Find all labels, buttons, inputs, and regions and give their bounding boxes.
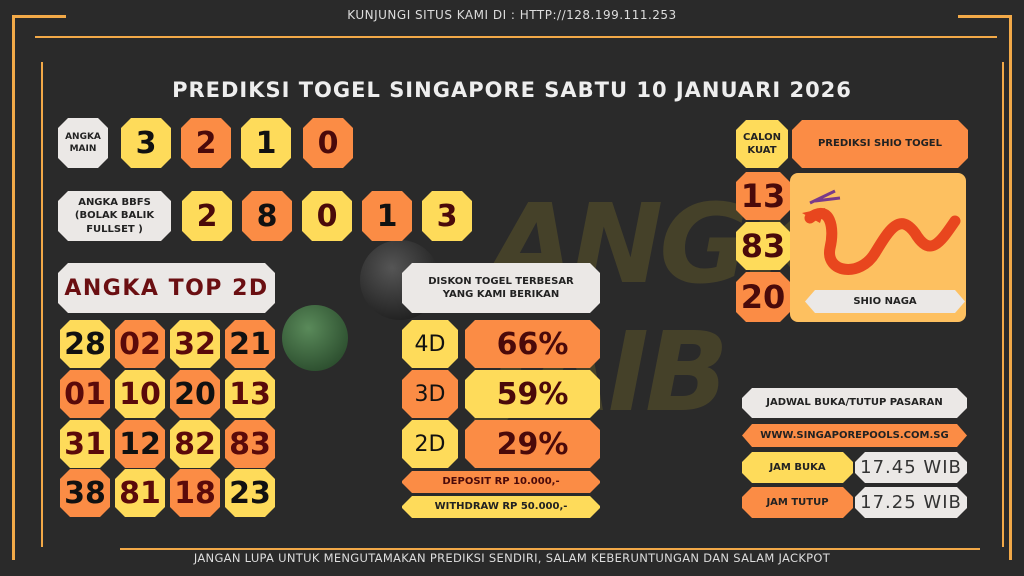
top2d-number: 13 (225, 370, 275, 418)
angka-main-label: ANGKA MAIN (58, 118, 108, 168)
website-link[interactable]: WWW.SINGAPOREPOOLS.COM.SG (742, 424, 967, 447)
deposit-info: DEPOSIT RP 10.000,- (402, 471, 600, 493)
shio-number: 20 (736, 272, 790, 322)
top2d-label: ANGKA TOP 2D (58, 263, 275, 313)
bbfs-digit: 2 (182, 191, 232, 241)
angka-main-digit: 2 (181, 118, 231, 168)
frame-line (12, 15, 15, 560)
jam-buka-label: JAM BUKA (742, 452, 853, 483)
angka-main-digit: 1 (241, 118, 291, 168)
top2d-number: 20 (170, 370, 220, 418)
diskon-label: DISKON TOGEL TERBESAR YANG KAMI BERIKAN (402, 263, 600, 313)
top2d-number: 83 (225, 420, 275, 468)
calon-kuat-label: CALON KUAT (736, 120, 788, 168)
top2d-number: 01 (60, 370, 110, 418)
bbfs-digit: 8 (242, 191, 292, 241)
top2d-number: 31 (60, 420, 110, 468)
jam-tutup-label: JAM TUTUP (742, 487, 853, 518)
dragon-icon (802, 189, 961, 275)
frame-line (120, 548, 980, 550)
page-title: PREDIKSI TOGEL SINGAPORE SABTU 10 JANUAR… (172, 78, 852, 102)
bbfs-digit: 3 (422, 191, 472, 241)
bbfs-label: ANGKA BBFS (BOLAK BALIK FULLSET ) (58, 191, 171, 241)
diskon-type: 2D (402, 420, 458, 468)
top2d-number: 82 (170, 420, 220, 468)
diskon-type: 4D (402, 320, 458, 368)
shio-name: SHIO NAGA (805, 290, 965, 313)
top2d-number: 28 (60, 320, 110, 368)
diskon-value: 29% (465, 420, 600, 468)
angka-main-digit: 3 (121, 118, 171, 168)
jam-buka-value: 17.45 WIB (855, 452, 967, 483)
billiard-ball-icon (282, 305, 348, 371)
top2d-number: 12 (115, 420, 165, 468)
jadwal-title: JADWAL BUKA/TUTUP PASARAN (742, 388, 967, 418)
frame-line (12, 15, 66, 18)
diskon-value: 66% (465, 320, 600, 368)
jam-tutup-value: 17.25 WIB (855, 487, 967, 518)
top2d-number: 32 (170, 320, 220, 368)
frame-line (1002, 62, 1004, 547)
top2d-number: 38 (60, 469, 110, 517)
angka-main-digit: 0 (303, 118, 353, 168)
diskon-value: 59% (465, 370, 600, 418)
frame-line (1009, 15, 1012, 560)
top2d-number: 23 (225, 469, 275, 517)
dragon-panel: SHIO NAGA (790, 173, 966, 322)
bbfs-digit: 0 (302, 191, 352, 241)
top2d-number: 21 (225, 320, 275, 368)
shio-number: 13 (736, 172, 790, 220)
top2d-number: 81 (115, 469, 165, 517)
withdraw-info: WITHDRAW RP 50.000,- (402, 496, 600, 518)
frame-line (41, 62, 43, 547)
shio-title: PREDIKSI SHIO TOGEL (792, 120, 968, 168)
visit-site-text: KUNJUNGI SITUS KAMI DI : HTTP://128.199.… (347, 8, 677, 22)
frame-line (35, 36, 997, 38)
frame-line (958, 15, 1012, 18)
shio-number: 83 (736, 222, 790, 270)
footer-text: JANGAN LUPA UNTUK MENGUTAMAKAN PREDIKSI … (193, 551, 831, 565)
diskon-type: 3D (402, 370, 458, 418)
top2d-number: 02 (115, 320, 165, 368)
top2d-number: 10 (115, 370, 165, 418)
bbfs-digit: 1 (362, 191, 412, 241)
top2d-number: 18 (170, 469, 220, 517)
